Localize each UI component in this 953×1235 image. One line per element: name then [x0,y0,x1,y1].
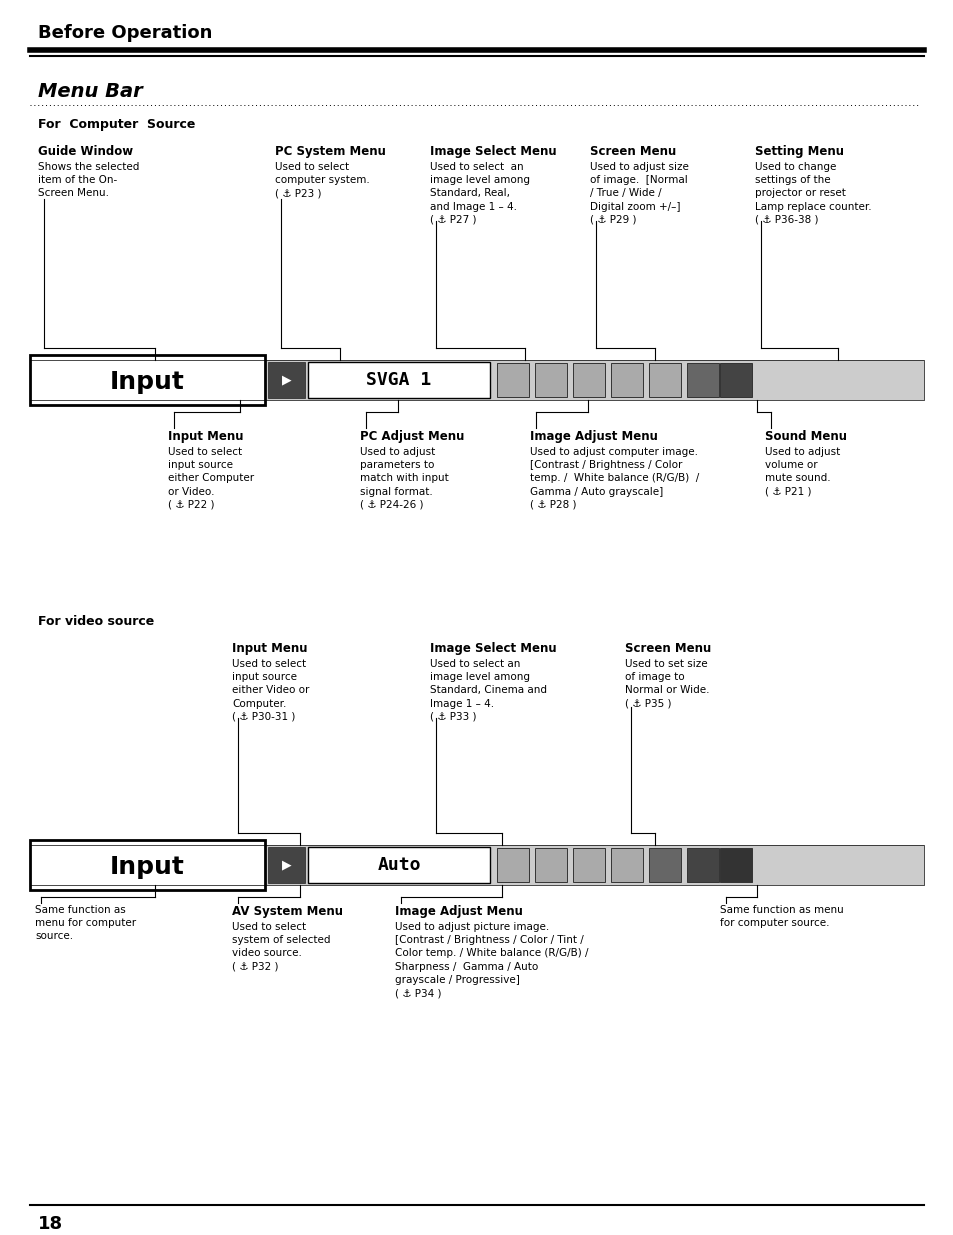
Text: Before Operation: Before Operation [38,23,213,42]
Bar [720,848,751,882]
Text: 18: 18 [38,1215,63,1233]
Bar [535,363,566,396]
Text: Used to select an
image level among
Standard, Cinema and
Image 1 – 4.
( ⚓ P33 ): Used to select an image level among Stan… [430,659,546,721]
Text: Used to select
system of selected
video source.
( ⚓ P32 ): Used to select system of selected video … [232,923,330,972]
Text: Used to adjust size
of image.  [Normal
/ True / Wide /
Digital zoom +/–]
( ⚓ P29: Used to adjust size of image. [Normal / … [589,162,688,225]
Bar [686,848,719,882]
Text: Auto: Auto [376,856,420,874]
Text: Used to select  an
image level among
Standard, Real,
and Image 1 – 4.
( ⚓ P27 ): Used to select an image level among Stan… [430,162,530,225]
Text: Image Select Menu: Image Select Menu [430,144,556,158]
Text: Used to select
input source
either Computer
or Video.
( ⚓ P22 ): Used to select input source either Compu… [168,447,253,510]
Text: Same function as
menu for computer
source.: Same function as menu for computer sourc… [35,905,136,941]
Bar [610,363,642,396]
Bar [497,848,529,882]
Bar [648,848,680,882]
Text: ▶: ▶ [281,858,291,872]
Bar [268,362,305,398]
Text: AV System Menu: AV System Menu [232,905,343,918]
Bar [535,848,566,882]
Text: Same function as menu
for computer source.: Same function as menu for computer sourc… [720,905,842,929]
Bar [573,363,604,396]
Bar [30,840,265,890]
Text: Image Adjust Menu: Image Adjust Menu [530,430,658,443]
Bar [497,363,529,396]
Text: Image Select Menu: Image Select Menu [430,642,556,655]
Text: PC Adjust Menu: PC Adjust Menu [359,430,464,443]
Text: For video source: For video source [38,615,154,629]
Text: Input Menu: Input Menu [168,430,243,443]
Bar [308,362,490,398]
Text: Used to change
settings of the
projector or reset
Lamp replace counter.
( ⚓ P36-: Used to change settings of the projector… [754,162,871,225]
Text: PC System Menu: PC System Menu [274,144,385,158]
Bar [30,354,265,405]
Text: Used to select
input source
either Video or
Computer.
( ⚓ P30-31 ): Used to select input source either Video… [232,659,309,721]
Bar [686,363,719,396]
Text: Used to select
computer system.
( ⚓ P23 ): Used to select computer system. ( ⚓ P23 … [274,162,370,199]
Text: Shows the selected
item of the On-
Screen Menu.: Shows the selected item of the On- Scree… [38,162,139,199]
Text: ▶: ▶ [281,373,291,387]
Text: Input: Input [110,855,185,879]
Text: Used to set size
of image to
Normal or Wide.
( ⚓ P35 ): Used to set size of image to Normal or W… [624,659,709,709]
Bar [308,847,490,883]
Bar [648,363,680,396]
Text: Menu Bar: Menu Bar [38,82,143,101]
Text: For  Computer  Source: For Computer Source [38,119,195,131]
Bar [610,848,642,882]
Text: Used to adjust
volume or
mute sound.
( ⚓ P21 ): Used to adjust volume or mute sound. ( ⚓… [764,447,840,496]
Text: Screen Menu: Screen Menu [624,642,711,655]
Text: SVGA 1: SVGA 1 [366,370,431,389]
Bar [720,363,751,396]
Text: Setting Menu: Setting Menu [754,144,843,158]
Text: Input Menu: Input Menu [232,642,307,655]
Text: Guide Window: Guide Window [38,144,133,158]
Text: Used to adjust
parameters to
match with input
signal format.
( ⚓ P24-26 ): Used to adjust parameters to match with … [359,447,448,510]
Text: Used to adjust picture image.
[Contrast / Brightness / Color / Tint /
Color temp: Used to adjust picture image. [Contrast … [395,923,588,998]
Bar [30,845,923,885]
Bar [268,847,305,883]
Text: Image Adjust Menu: Image Adjust Menu [395,905,522,918]
Bar [573,848,604,882]
Text: Used to adjust computer image.
[Contrast / Brightness / Color
temp. /  White bal: Used to adjust computer image. [Contrast… [530,447,699,510]
Text: Sound Menu: Sound Menu [764,430,846,443]
Text: Input: Input [110,370,185,394]
Text: Screen Menu: Screen Menu [589,144,676,158]
Bar [30,359,923,400]
